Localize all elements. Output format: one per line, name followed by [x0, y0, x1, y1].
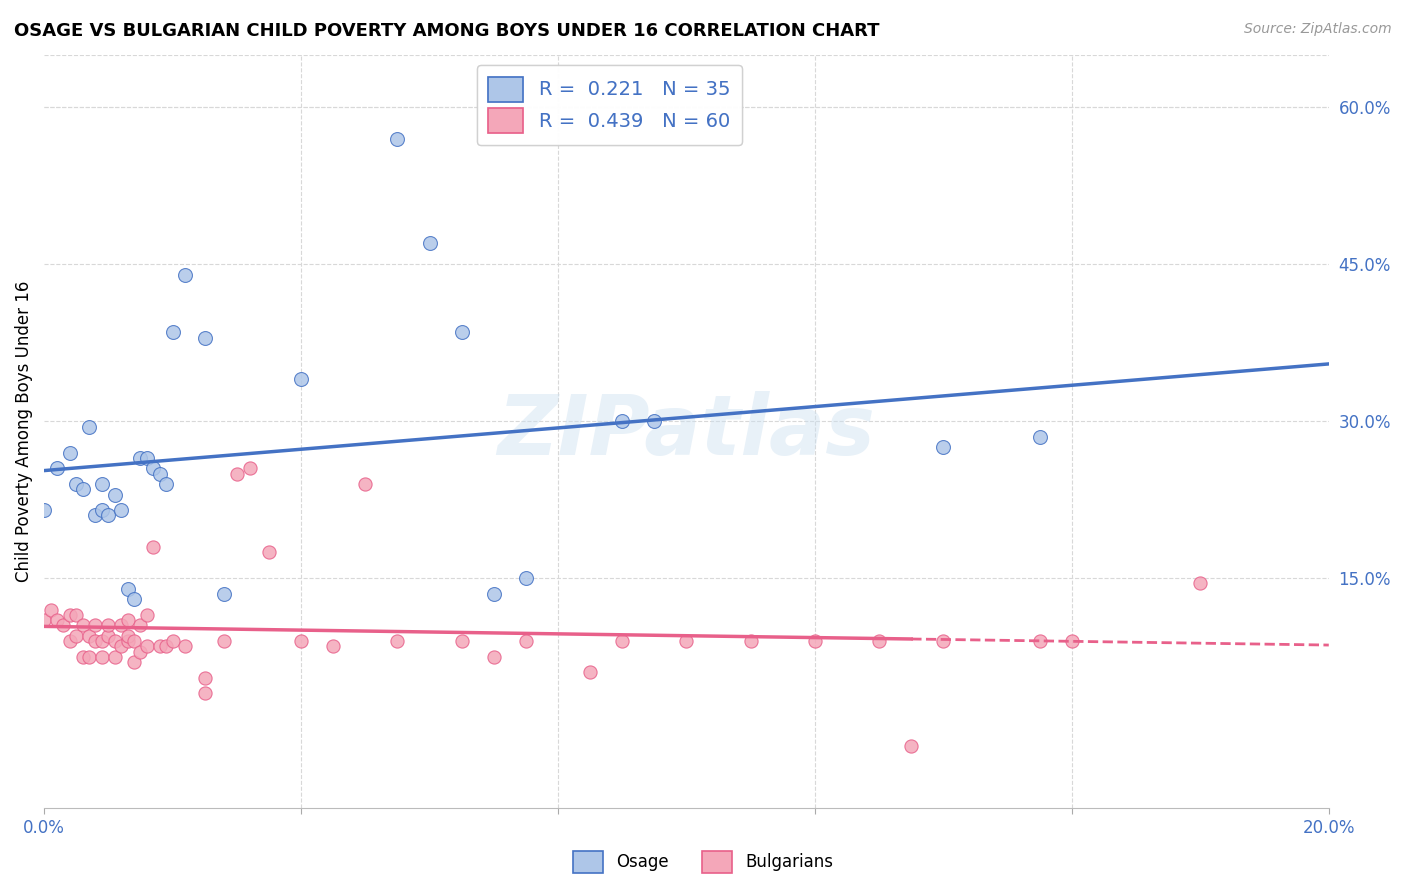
Point	[194, 331, 217, 345]
Point	[155, 640, 177, 654]
Point	[65, 607, 87, 622]
Point	[122, 634, 145, 648]
Point	[868, 634, 890, 648]
Point	[194, 671, 217, 685]
Y-axis label: Child Poverty Among Boys Under 16: Child Poverty Among Boys Under 16	[15, 281, 32, 582]
Point	[1028, 634, 1050, 648]
Point	[450, 634, 472, 648]
Point	[129, 450, 152, 465]
Point	[110, 503, 132, 517]
Point	[135, 640, 157, 654]
Point	[84, 634, 107, 648]
Point	[482, 649, 505, 664]
Point	[643, 414, 665, 428]
Point	[97, 629, 120, 643]
Point	[174, 640, 197, 654]
Point	[1060, 634, 1083, 648]
Point	[110, 618, 132, 632]
Point	[72, 618, 94, 632]
Point	[52, 618, 75, 632]
Point	[142, 540, 165, 554]
Point	[290, 634, 312, 648]
Point	[1189, 576, 1212, 591]
Point	[354, 477, 377, 491]
Point	[212, 634, 235, 648]
Point	[104, 649, 127, 664]
Point	[579, 665, 602, 680]
Text: OSAGE VS BULGARIAN CHILD POVERTY AMONG BOYS UNDER 16 CORRELATION CHART: OSAGE VS BULGARIAN CHILD POVERTY AMONG B…	[14, 22, 880, 40]
Point	[482, 587, 505, 601]
Point	[387, 634, 409, 648]
Point	[225, 467, 247, 481]
Point	[77, 629, 100, 643]
Point	[122, 655, 145, 669]
Point	[162, 634, 184, 648]
Point	[675, 634, 697, 648]
Point	[59, 607, 82, 622]
Point	[257, 545, 280, 559]
Point	[46, 461, 69, 475]
Point	[77, 419, 100, 434]
Point	[97, 508, 120, 523]
Text: ZIPatlas: ZIPatlas	[498, 392, 876, 472]
Point	[194, 686, 217, 700]
Point	[129, 618, 152, 632]
Point	[149, 640, 172, 654]
Text: Source: ZipAtlas.com: Source: ZipAtlas.com	[1244, 22, 1392, 37]
Point	[32, 613, 55, 627]
Point	[97, 618, 120, 632]
Point	[90, 634, 112, 648]
Point	[450, 326, 472, 340]
Point	[149, 467, 172, 481]
Point	[1028, 430, 1050, 444]
Point	[117, 613, 139, 627]
Point	[59, 634, 82, 648]
Point	[59, 446, 82, 460]
Point	[122, 592, 145, 607]
Point	[117, 582, 139, 596]
Point	[515, 571, 537, 585]
Point	[46, 613, 69, 627]
Point	[239, 461, 262, 475]
Point	[212, 587, 235, 601]
Point	[740, 634, 762, 648]
Point	[612, 634, 634, 648]
Point	[142, 461, 165, 475]
Point	[117, 634, 139, 648]
Point	[84, 508, 107, 523]
Point	[932, 634, 955, 648]
Legend: Osage, Bulgarians: Osage, Bulgarians	[567, 845, 839, 880]
Point	[84, 618, 107, 632]
Point	[290, 372, 312, 386]
Point	[65, 477, 87, 491]
Point	[322, 640, 344, 654]
Point	[110, 640, 132, 654]
Point	[65, 629, 87, 643]
Point	[162, 326, 184, 340]
Point	[804, 634, 827, 648]
Point	[77, 649, 100, 664]
Point	[135, 607, 157, 622]
Point	[900, 739, 922, 753]
Point	[90, 477, 112, 491]
Point	[104, 634, 127, 648]
Point	[612, 414, 634, 428]
Point	[104, 487, 127, 501]
Point	[174, 268, 197, 282]
Point	[155, 477, 177, 491]
Point	[135, 450, 157, 465]
Point	[32, 503, 55, 517]
Point	[39, 602, 62, 616]
Point	[418, 236, 440, 251]
Point	[72, 483, 94, 497]
Point	[90, 503, 112, 517]
Legend: R =  0.221   N = 35, R =  0.439   N = 60: R = 0.221 N = 35, R = 0.439 N = 60	[477, 65, 742, 145]
Point	[129, 644, 152, 658]
Point	[932, 441, 955, 455]
Point	[387, 132, 409, 146]
Point	[515, 634, 537, 648]
Point	[72, 649, 94, 664]
Point	[90, 649, 112, 664]
Point	[117, 629, 139, 643]
